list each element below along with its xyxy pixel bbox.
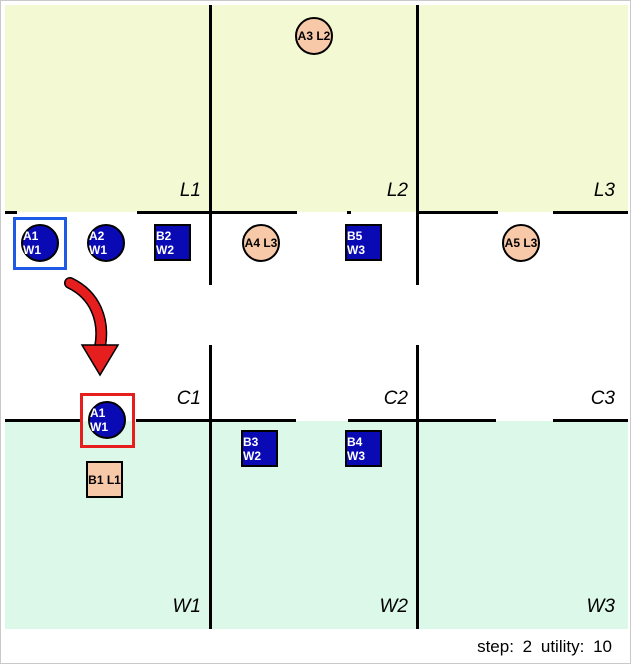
wall-v2-bottom xyxy=(416,345,419,629)
cell-label-w2: W2 xyxy=(379,596,409,617)
agent-a5[interactable]: A5 L3 xyxy=(502,224,540,262)
cell-label-w3: W3 xyxy=(586,596,616,617)
target-position-highlight xyxy=(80,393,135,448)
status-bar: step: 2 utility: 10 xyxy=(473,637,612,657)
wall-h2-seg4 xyxy=(553,419,628,422)
water-zone-row xyxy=(5,421,628,629)
agent-a4[interactable]: A4 L3 xyxy=(242,224,280,262)
curved-arrow-down-icon xyxy=(64,277,120,377)
wall-v2-top xyxy=(416,5,419,285)
agent-a2[interactable]: A2 W1 xyxy=(87,224,125,262)
cell-label-l2: L2 xyxy=(386,180,408,201)
wall-h2-seg2 xyxy=(136,419,296,422)
agent-a1-target[interactable]: A1 W1 xyxy=(88,401,126,439)
agent-a1[interactable]: A1 W1 xyxy=(21,224,59,262)
box-b1[interactable]: B1 L1 xyxy=(86,461,123,498)
utility-label: utility: xyxy=(540,637,585,656)
box-b4[interactable]: B4 W3 xyxy=(345,430,382,467)
wall-v1-bottom xyxy=(209,345,212,629)
utility-value: 10 xyxy=(593,637,612,656)
cell-label-c2: C2 xyxy=(383,388,408,409)
wall-h2-seg3 xyxy=(348,419,496,422)
wall-v1-top xyxy=(209,5,212,285)
wall-h2-seg1 xyxy=(5,419,81,422)
cell-label-l1: L1 xyxy=(179,180,201,201)
wall-h1-seg3 xyxy=(347,211,351,214)
selected-agent-highlight xyxy=(13,217,67,270)
box-b5[interactable]: B5 W3 xyxy=(345,224,382,261)
cell-label-l3: L3 xyxy=(593,180,615,201)
wall-h1-seg1 xyxy=(5,211,17,214)
step-label: step: xyxy=(477,637,514,656)
wall-h1-seg5 xyxy=(553,211,628,214)
cell-label-c1: C1 xyxy=(176,388,201,409)
step-value: 2 xyxy=(522,637,533,656)
box-b2[interactable]: B2 W2 xyxy=(154,224,191,261)
game-board: L1 L2 L3 C1 C2 C3 W1 W2 W3 A3 L2 A1 W1 A… xyxy=(5,5,628,629)
box-b3[interactable]: B3 W2 xyxy=(241,430,278,467)
wall-h1-seg4 xyxy=(416,211,498,214)
cell-label-w1: W1 xyxy=(172,596,202,617)
cell-label-c3: C3 xyxy=(590,388,615,409)
wall-h1-seg2 xyxy=(137,211,297,214)
agent-a3[interactable]: A3 L2 xyxy=(295,17,333,55)
